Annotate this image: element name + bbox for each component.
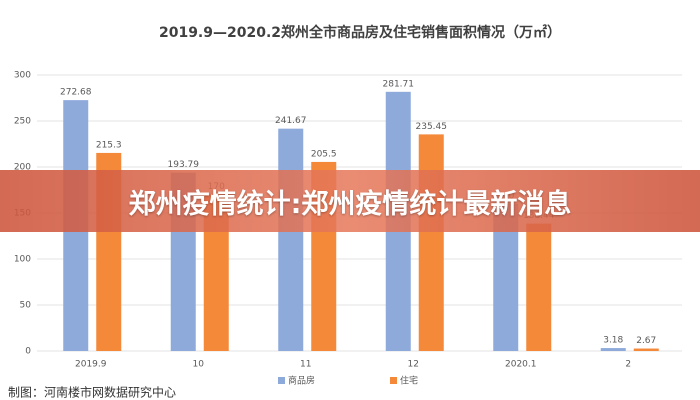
x-tick-label: 2019.9 bbox=[75, 360, 107, 370]
banner: 郑州疫情统计:郑州疫情统计最新消息 bbox=[0, 170, 700, 232]
data-label: 215.3 bbox=[96, 140, 122, 150]
data-label: 235.45 bbox=[416, 122, 448, 132]
data-label: 3.18 bbox=[603, 336, 623, 346]
y-tick-label: 50 bbox=[20, 301, 32, 311]
x-tick-label: 2 bbox=[625, 360, 631, 370]
x-tick-label: 12 bbox=[408, 360, 419, 370]
x-tick-label: 11 bbox=[300, 360, 311, 370]
legend-swatch bbox=[390, 377, 397, 384]
x-tick-label: 2020.1 bbox=[505, 360, 537, 370]
y-tick-label: 200 bbox=[14, 163, 31, 173]
bar bbox=[633, 348, 659, 351]
y-tick-label: 0 bbox=[25, 347, 31, 357]
y-tick-label: 100 bbox=[14, 255, 31, 265]
legend-label: 商品房 bbox=[288, 375, 315, 387]
y-tick-label: 250 bbox=[14, 117, 31, 127]
bar bbox=[278, 128, 304, 351]
x-tick-label: 10 bbox=[193, 360, 205, 370]
data-label: 205.5 bbox=[311, 149, 337, 159]
data-label: 193.79 bbox=[168, 160, 200, 170]
data-label: 241.67 bbox=[275, 116, 307, 126]
y-tick-label: 300 bbox=[14, 71, 31, 81]
legend-label: 住宅 bbox=[400, 375, 418, 387]
chart-title: 2019.9—2020.2郑州全市商品房及住宅销售面积情况（万㎡） bbox=[159, 24, 561, 41]
bar bbox=[418, 134, 444, 351]
bar bbox=[600, 348, 626, 351]
data-label: 281.71 bbox=[383, 79, 415, 89]
data-label: 272.68 bbox=[60, 88, 92, 98]
source-note: 制图：河南楼市网数据研究中心 bbox=[8, 385, 176, 400]
legend-swatch bbox=[278, 377, 285, 384]
data-label: 2.67 bbox=[636, 336, 656, 346]
bar bbox=[526, 223, 552, 351]
